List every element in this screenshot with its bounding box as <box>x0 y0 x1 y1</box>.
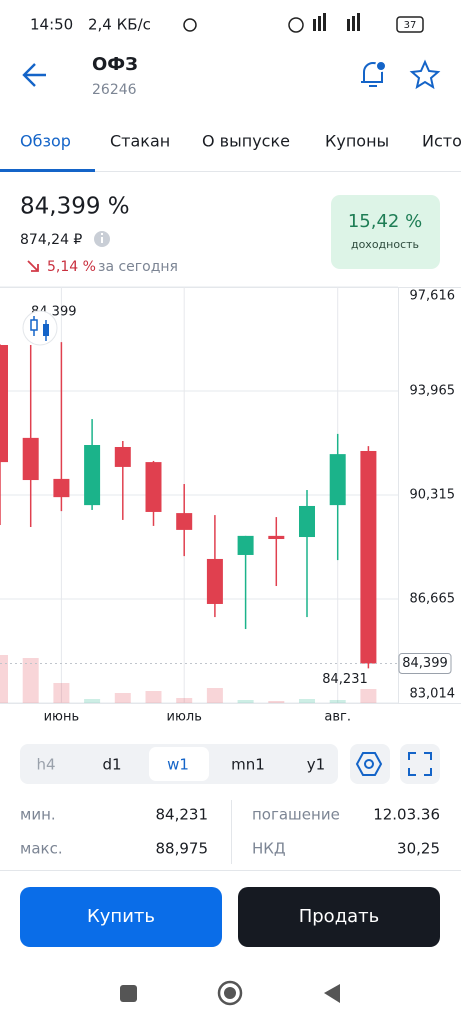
stat-value: 88,975 <box>156 840 209 858</box>
tab-indicator <box>0 169 95 172</box>
period-option[interactable]: y1 <box>307 756 325 774</box>
x-tick-label: авг. <box>324 710 351 725</box>
volume-bar <box>145 691 162 703</box>
tab[interactable]: Стакан <box>110 132 170 151</box>
buy-button[interactable] <box>20 887 222 947</box>
y-tick-label: 90,315 <box>410 488 456 503</box>
price-change-period: за сегодня <box>98 259 178 275</box>
y-tick-label: 93,965 <box>410 384 456 399</box>
settings-button[interactable] <box>350 744 390 784</box>
price-change: 5,14 % <box>47 259 96 275</box>
last-price-badge <box>398 653 452 675</box>
y-tick-label: 86,665 <box>410 591 456 606</box>
tab[interactable]: Обзор <box>20 132 71 151</box>
yield-value: 15,42 % <box>348 211 422 232</box>
status-time: 14:50 <box>30 16 73 34</box>
favorite-button[interactable] <box>409 59 441 90</box>
x-tick-label: июнь <box>44 710 80 725</box>
volume-bar <box>329 700 346 703</box>
buy-label: Купить <box>87 906 155 927</box>
y-tick-label: 97,616 <box>410 289 456 304</box>
volume-bar <box>237 700 254 703</box>
nav-home[interactable] <box>217 980 243 1006</box>
tabs-divider <box>0 171 461 172</box>
stat-value: 84,231 <box>156 806 209 824</box>
yield-label: доходность <box>351 238 419 251</box>
alert-button[interactable] <box>361 60 387 87</box>
status-icons <box>183 13 424 33</box>
min-annotation: 84,231 <box>322 672 368 687</box>
period-option[interactable]: h4 <box>36 756 55 774</box>
down-arrow <box>27 260 39 272</box>
price-axis-divider <box>398 287 399 703</box>
volume-bar <box>114 693 131 703</box>
tab[interactable]: Купоны <box>325 132 389 151</box>
sell-button[interactable] <box>238 887 440 947</box>
stats-divider <box>231 800 232 864</box>
x-tick-label: июль <box>167 710 202 725</box>
candle-body <box>237 535 254 555</box>
last-price-label: 84,399 <box>402 656 448 671</box>
candle-body <box>84 445 101 506</box>
candle-body <box>114 446 131 467</box>
candle-body <box>22 437 39 481</box>
back-button[interactable] <box>22 63 46 87</box>
sell-label: Продать <box>299 906 380 927</box>
stat-label: макс. <box>20 840 63 858</box>
volume-bar <box>22 658 39 703</box>
chart: 97,616 93,965 90,315 86,665 83,014 июнь июль ав… <box>0 286 461 725</box>
stat-label: погашение <box>252 806 340 824</box>
candle-body <box>329 454 346 506</box>
volume-bar <box>360 689 377 703</box>
volume-bar <box>176 698 193 703</box>
candle-body <box>299 505 315 538</box>
period-option[interactable]: w1 <box>167 756 189 774</box>
fullscreen-button[interactable] <box>400 744 440 784</box>
tab[interactable]: История <box>422 132 461 151</box>
stat-label: мин. <box>20 806 56 824</box>
volume-bar <box>84 699 101 703</box>
bond-code: 26246 <box>92 82 137 98</box>
tab[interactable]: О выпуске <box>202 132 290 151</box>
volume-bar <box>268 701 285 703</box>
stat-label: НКД <box>252 840 286 858</box>
price: 84,399 % <box>20 194 130 220</box>
candle-body <box>145 462 162 512</box>
stat-value: 12.03.36 <box>373 806 440 824</box>
candle-body <box>0 345 8 463</box>
candle-body <box>206 558 223 604</box>
price-rub: 874,24 ₽ <box>20 232 82 248</box>
period-active <box>149 747 209 781</box>
candle-body <box>268 535 285 540</box>
nav-recents[interactable] <box>120 985 137 1002</box>
volume-bar <box>206 688 223 703</box>
period-option[interactable]: d1 <box>102 756 121 774</box>
period-option[interactable]: mn1 <box>231 756 265 774</box>
nav-back[interactable] <box>324 984 340 1003</box>
status-battery: 37 <box>404 20 417 31</box>
stats-bottom-divider <box>0 870 461 871</box>
volume-bar <box>0 655 8 703</box>
candle-body <box>176 513 193 530</box>
y-tick-label: 83,014 <box>410 687 456 702</box>
status-speed: 2,4 КБ/с <box>88 16 151 34</box>
volume-bar <box>53 683 70 703</box>
candle-body <box>53 478 70 498</box>
candle-body <box>360 450 377 664</box>
bond-title: ОФЗ <box>92 54 138 75</box>
chart-type-button[interactable] <box>22 310 58 346</box>
yield-box <box>331 195 440 269</box>
info-icon[interactable] <box>94 231 110 247</box>
stat-value: 30,25 <box>397 840 440 858</box>
volume-bar <box>299 699 315 703</box>
